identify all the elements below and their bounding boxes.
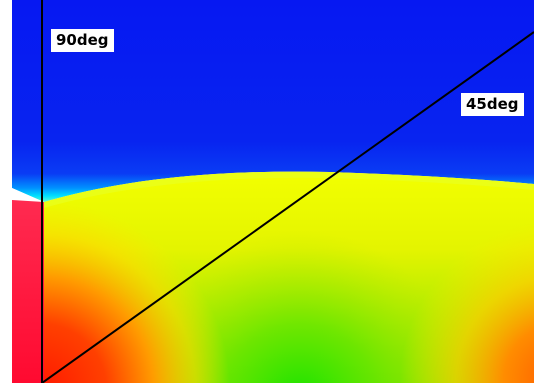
lower-region — [44, 171, 534, 383]
upper-region — [12, 0, 534, 202]
label-90deg: 90deg — [51, 29, 114, 52]
notch-wedge — [12, 188, 44, 202]
diagonal-line-45deg — [41, 31, 534, 383]
left-block — [12, 200, 44, 383]
label-45deg: 45deg — [461, 93, 524, 116]
